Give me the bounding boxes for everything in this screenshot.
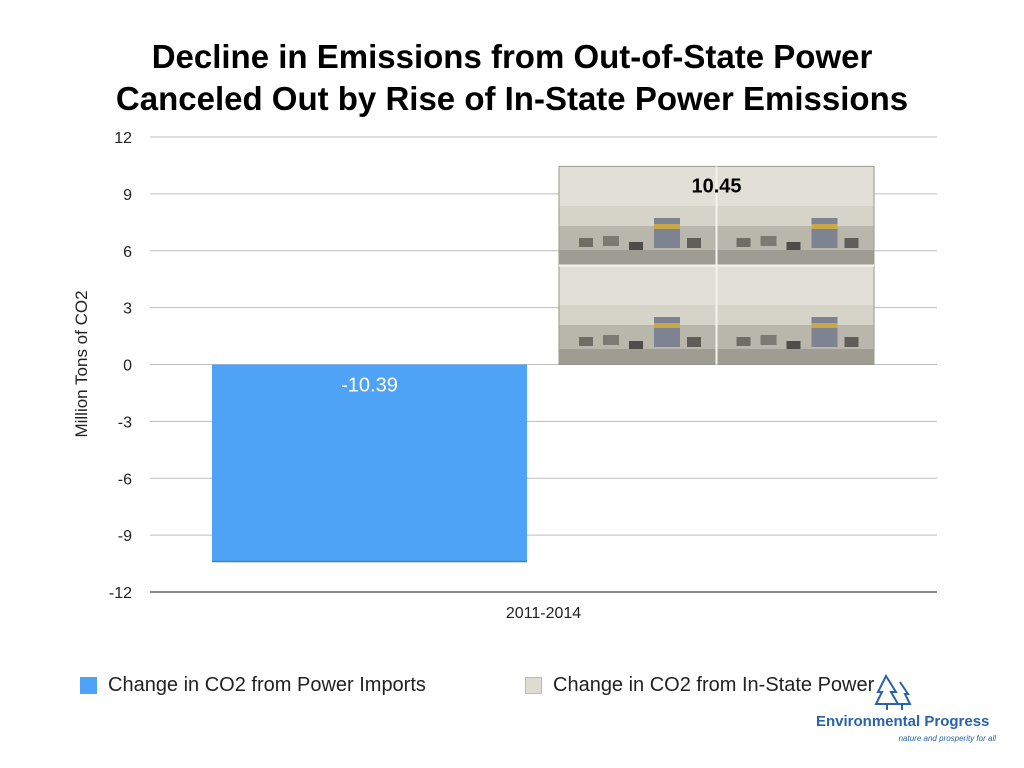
- x-category-label: 2011-2014: [506, 605, 581, 622]
- logo-name: Environmental Progress: [816, 713, 990, 730]
- chart-title: Decline in Emissions from Out-of-State P…: [0, 36, 1024, 120]
- legend-label-in-state: Change in CO2 from In-State Power: [553, 674, 875, 696]
- data-labels: -10.39 10.45: [341, 175, 741, 396]
- y-tick-label: 12: [114, 130, 132, 147]
- y-tick-label: 0: [123, 358, 132, 375]
- y-tick-label: -9: [118, 528, 132, 545]
- legend-item-in-state: Change in CO2 from In-State Power: [525, 674, 874, 697]
- logo-tagline: nature and prosperity for all: [898, 734, 996, 743]
- y-tick-label: -3: [118, 414, 132, 431]
- trees-icon: [874, 673, 912, 710]
- data-label-in-state: 10.45: [691, 175, 741, 197]
- legend-item-imports: Change in CO2 from Power Imports: [80, 674, 426, 697]
- environmental-progress-logo: Environmental Progress nature and prospe…: [812, 672, 1002, 752]
- legend-swatch-in-state: [525, 677, 542, 694]
- bars: [212, 165, 875, 563]
- y-tick-label: 9: [123, 187, 132, 204]
- legend-swatch-imports: [80, 677, 97, 694]
- chart-title-line-1: Decline in Emissions from Out-of-State P…: [151, 38, 873, 75]
- chart-title-line-2: Canceled Out by Rise of In-State Power E…: [115, 80, 909, 117]
- data-label-imports: -10.39: [341, 375, 398, 397]
- y-tick-label: 6: [123, 244, 132, 261]
- y-axis-ticks: 12 9 6 3 0 -3 -6 -9 -12: [109, 130, 132, 602]
- bar-imports: [212, 364, 527, 562]
- y-tick-label: 3: [123, 301, 132, 318]
- y-axis-label: Million Tons of CO2: [72, 290, 91, 437]
- y-tick-label: -12: [109, 585, 132, 602]
- legend-label-imports: Change in CO2 from Power Imports: [108, 674, 426, 696]
- y-tick-label: -6: [118, 471, 132, 488]
